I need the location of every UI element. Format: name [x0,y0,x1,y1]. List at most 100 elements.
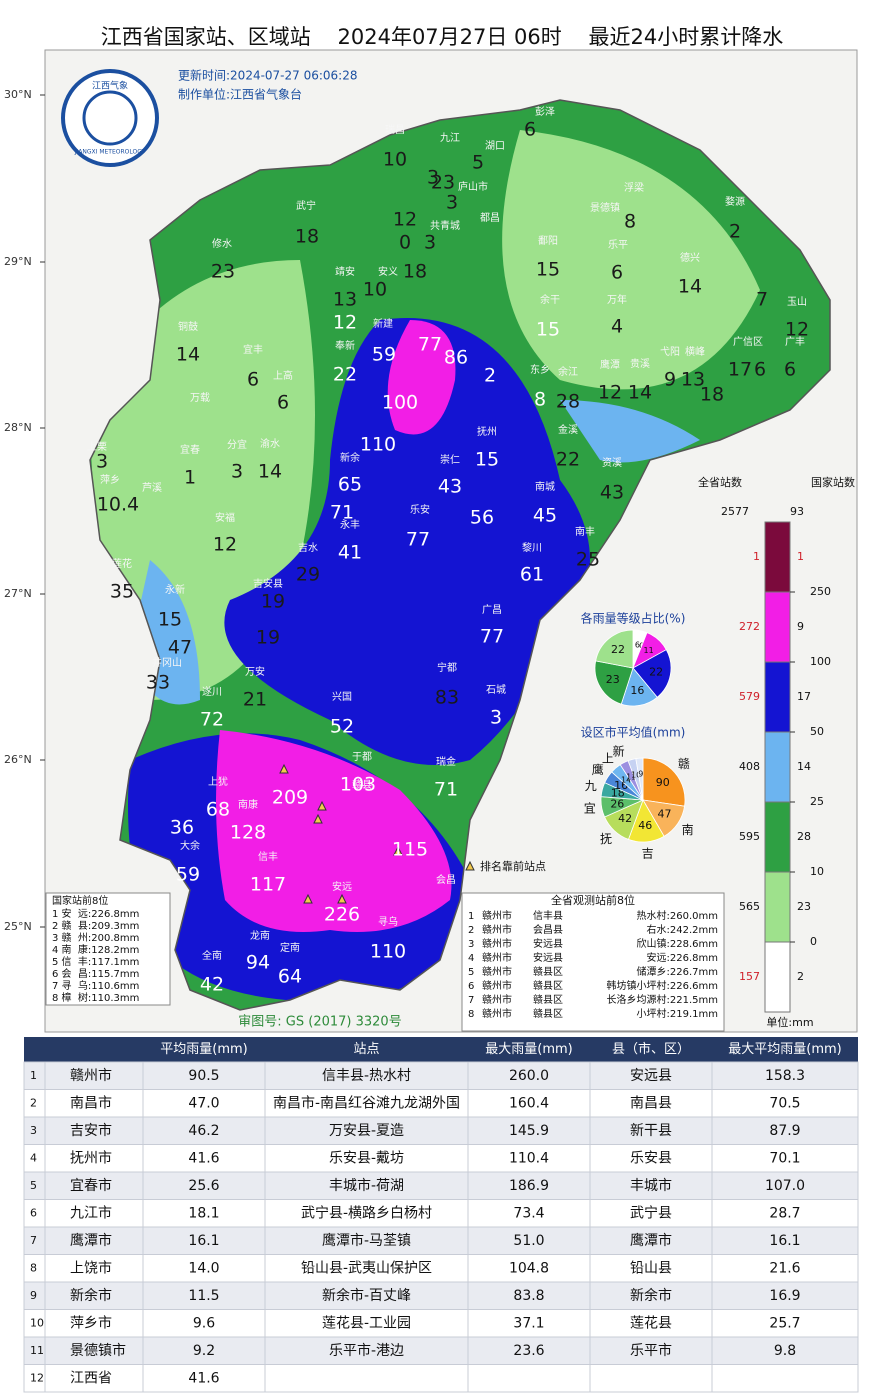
rainfall-label: 33 [146,672,170,694]
rainfall-label: 15 [536,259,560,281]
place-name: 安福 [215,511,235,524]
station-legend: 排名靠前站点 [480,859,546,873]
place-name: 信丰 [258,850,278,863]
legend-right-total: 93 [790,505,804,518]
table-row-bg [23,1281,859,1310]
place-name: 金溪 [558,423,578,436]
table-cell: 9 [30,1289,37,1302]
legend-unit: 单位:mm [766,1015,813,1029]
pie-name: 上 [602,751,614,765]
national-top8-row: 3 赣 州:200.8mm [52,931,139,944]
legend-class [764,941,791,1013]
rainfall-label: 56 [470,507,494,529]
place-name: 彭泽 [535,105,555,118]
province-top8-title: 全省观测站前8位 [551,893,635,907]
table-cell: 乐安县-戴坊 [329,1150,404,1166]
rainfall-label: 22 [556,449,580,471]
legend-left-title: 全省站数 [698,475,742,489]
place-name: 新建 [373,317,393,330]
rainfall-label: 6 [784,359,796,381]
rainfall-label: 28 [556,391,580,413]
place-name: 鄱阳 [538,234,558,247]
legend-national-count: 2 [797,970,804,983]
pie-value-label: 22 [649,665,663,678]
legend-threshold: 10 [810,865,824,878]
title: 江西省国家站、区域站 2024年07月27日 06时 最近24小时累计降水 [101,25,783,49]
table-cell: 10 [30,1316,44,1329]
table-row-bg [23,1171,859,1200]
rainfall-label: 18 [403,261,427,283]
place-name: 分宜 [227,438,247,451]
table-cell: 104.8 [509,1260,549,1276]
table-cell: 乐平市-港边 [329,1342,404,1359]
rainfall-label: 83 [435,687,459,709]
rainfall-label: 14 [176,344,200,366]
legend-class [764,591,791,663]
province-top8-cell: 小坪村:219.1mm [637,1007,718,1020]
pie-levels-title: 各雨量等级占比(%) [581,611,686,626]
table-cell: 江西省 [70,1370,112,1386]
legend-left-total: 2577 [721,505,749,518]
place-name: 宁都 [437,661,457,674]
legend-national-count: 9 [797,620,804,633]
rainfall-label: 8 [624,211,636,233]
place-name: 九江 [440,132,460,144]
pie-value-label: 14 [621,776,631,785]
table-cell: 上饶市 [70,1259,112,1276]
rainfall-label: 68 [206,799,230,821]
table-cell: 9.6 [193,1315,215,1331]
province-top8-cell: 赣州市 [482,965,512,978]
table-cell: 2 [30,1096,37,1109]
place-name: 万载 [190,392,210,404]
place-name: 婺源 [725,195,745,208]
table-row-bg [23,1254,859,1283]
place-name: 芦溪 [142,482,162,494]
rainfall-label: 86 [444,347,468,369]
rainfall-label: 6 [611,262,623,284]
province-top8-cell: 赣县区 [533,965,563,978]
pie-slice [635,757,644,801]
province-top8-cell: 赣州市 [482,979,512,992]
place-name: 乐安 [410,503,430,516]
place-name: 上犹 [208,776,228,788]
rainfall-label: 2 [484,365,496,387]
pie-value-label: 9 [638,770,643,779]
pie-value-label: 22 [611,643,625,656]
table-cell: 武宁县 [630,1204,672,1221]
province-top8-cell: 4 [468,953,474,964]
logo-cn: 江西气象 [92,80,128,92]
table-cell: 16.9 [769,1288,800,1304]
legend-threshold: 25 [810,795,824,808]
rainfall-label: 59 [372,344,396,366]
province-top8-cell: 会昌县 [533,923,563,936]
table-cell: 11 [30,1344,44,1357]
table-cell: 吉安市 [70,1122,112,1139]
rainfall-label: 36 [170,817,194,839]
table-cell: 83.8 [513,1288,544,1304]
rainfall-label: 18 [295,226,319,248]
province-top8-cell: 赣县区 [533,1007,563,1020]
table-cell: 新干县 [630,1123,672,1139]
table-cell: 23.6 [513,1343,544,1359]
province-top8-cell: 赣县区 [533,993,563,1006]
table-cell: 鹰潭市 [630,1232,672,1249]
place-name: 莲花 [112,557,132,570]
province-top8-cell: 安远县 [533,951,563,964]
place-name: 定南 [280,941,300,954]
national-top8-row: 6 会 昌:115.7mm [52,967,139,980]
place-name: 奉新 [335,339,355,352]
table-row-bg [23,1061,859,1090]
province-top8-cell: 赣州市 [482,923,512,936]
table-cell: 37.1 [513,1315,544,1331]
province-top8-cell: 1 [468,911,474,922]
place-name: 弋阳 [660,345,680,358]
table-header: 县（市、区） [612,1041,690,1057]
rainfall-label: 42 [200,974,224,996]
table-header: 最大平均雨量(mm) [728,1042,841,1057]
rainfall-label: 115 [392,839,428,861]
province-top8-cell: 3 [468,939,474,950]
rainfall-label: 10.4 [97,494,139,516]
national-top8-row: 8 樟 树:110.3mm [52,991,139,1004]
rainfall-label: 4 [611,316,623,338]
table-cell: 25.7 [769,1315,800,1331]
